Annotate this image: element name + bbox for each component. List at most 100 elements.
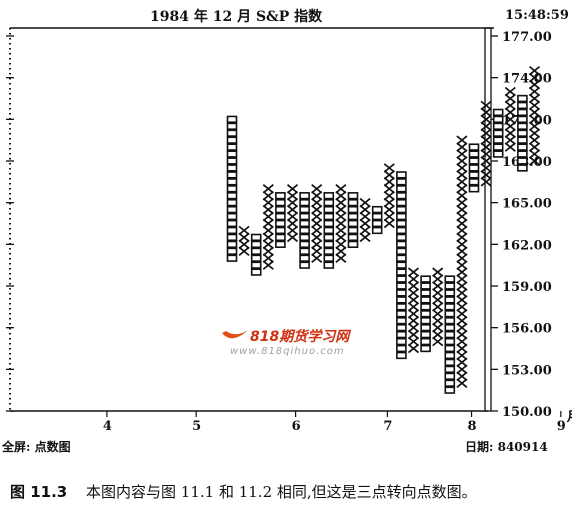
- o-box: [420, 282, 431, 290]
- x-mark: [407, 322, 420, 333]
- o-box: [396, 247, 407, 255]
- x-tick-label: 5: [192, 419, 201, 434]
- o-column: [250, 233, 262, 276]
- o-box: [226, 115, 238, 124]
- o-box: [444, 358, 456, 367]
- x-mark: [480, 114, 492, 125]
- x-mark: [480, 163, 492, 173]
- x-mark: [456, 357, 468, 368]
- x-mark: [456, 218, 468, 229]
- x-mark: [504, 107, 516, 118]
- x-mark: [432, 281, 444, 291]
- x-mark: [528, 156, 541, 166]
- o-box: [492, 129, 504, 137]
- x-column: [504, 86, 516, 152]
- x-column: [528, 65, 541, 166]
- x-mark: [504, 128, 516, 138]
- x-mark: [504, 86, 516, 97]
- o-box: [299, 247, 310, 255]
- x-mark: [311, 218, 323, 229]
- x-mark: [407, 302, 420, 312]
- x-mark: [432, 302, 444, 312]
- o-box: [396, 351, 407, 360]
- o-box: [444, 310, 456, 318]
- o-box: [250, 233, 262, 242]
- o-box: [468, 157, 480, 165]
- x-mark: [528, 114, 541, 125]
- x-mark: [456, 149, 468, 159]
- o-box: [420, 275, 431, 283]
- x-mark: [286, 218, 299, 229]
- o-box: [226, 178, 238, 186]
- o-box: [226, 254, 238, 262]
- o-box: [299, 219, 310, 228]
- o-box: [468, 143, 480, 151]
- x-mark: [383, 204, 395, 215]
- x-mark: [238, 246, 250, 257]
- x-mark: [456, 315, 468, 326]
- o-box: [468, 171, 480, 179]
- o-box: [347, 198, 359, 207]
- time-readout: 15:48:59: [505, 8, 569, 23]
- o-box: [444, 282, 456, 290]
- o-box: [250, 268, 262, 276]
- x-mark: [480, 177, 492, 187]
- x-mark: [528, 72, 541, 83]
- x-mark: [359, 204, 371, 215]
- o-box: [250, 254, 262, 262]
- x-mark: [456, 378, 468, 388]
- x-mark: [480, 128, 492, 138]
- o-box: [492, 143, 504, 151]
- x-mark: [286, 225, 299, 236]
- o-box: [420, 323, 431, 332]
- x-mark: [480, 121, 492, 132]
- o-box: [444, 296, 456, 304]
- o-box: [492, 122, 504, 130]
- x-mark: [456, 170, 468, 180]
- x-mark: [286, 211, 299, 222]
- o-box: [517, 157, 528, 165]
- o-box: [371, 212, 383, 221]
- x-mark: [504, 114, 516, 125]
- o-box: [396, 261, 407, 269]
- o-box: [420, 310, 431, 318]
- o-box: [347, 205, 359, 214]
- right-axis-bar: [484, 27, 492, 412]
- x-mark: [528, 79, 541, 90]
- x-mark: [286, 232, 299, 243]
- o-box: [226, 136, 238, 144]
- o-box: [226, 171, 238, 179]
- o-box: [444, 351, 456, 360]
- x-mark: [311, 239, 323, 250]
- x-mark: [480, 149, 492, 159]
- x-mark: [311, 197, 323, 208]
- x-mark: [335, 239, 347, 250]
- o-box: [347, 233, 359, 242]
- o-box: [347, 240, 359, 249]
- o-box: [396, 240, 407, 249]
- x-mark: [335, 232, 347, 243]
- x-mark: [311, 211, 323, 222]
- o-box: [444, 337, 456, 346]
- o-box: [323, 247, 335, 255]
- y-tick-label: 162.00: [502, 238, 552, 253]
- watermark-url: www.818qihuo.com: [230, 346, 345, 357]
- o-box: [396, 289, 407, 297]
- x-mark: [262, 184, 274, 194]
- o-box: [492, 136, 504, 144]
- o-box: [517, 94, 528, 103]
- x-column: [311, 184, 323, 263]
- x-mark: [504, 135, 516, 145]
- o-column: [444, 275, 456, 394]
- x-mark: [456, 204, 468, 215]
- x-mark: [286, 190, 299, 201]
- o-box: [396, 205, 407, 214]
- view-mode-label: 全屏: 点数图: [2, 440, 71, 454]
- x-mark: [238, 232, 250, 243]
- x-mark: [456, 288, 468, 298]
- x-mark: [456, 135, 468, 145]
- x-mark: [407, 315, 420, 326]
- o-box: [347, 219, 359, 228]
- o-box: [492, 108, 504, 117]
- o-box: [323, 219, 335, 228]
